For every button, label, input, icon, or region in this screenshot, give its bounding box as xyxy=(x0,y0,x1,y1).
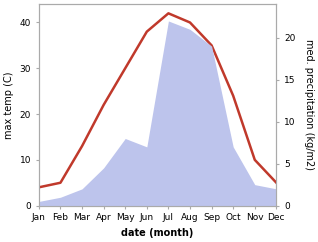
X-axis label: date (month): date (month) xyxy=(121,228,194,238)
Y-axis label: max temp (C): max temp (C) xyxy=(4,71,14,139)
Y-axis label: med. precipitation (kg/m2): med. precipitation (kg/m2) xyxy=(304,39,314,170)
